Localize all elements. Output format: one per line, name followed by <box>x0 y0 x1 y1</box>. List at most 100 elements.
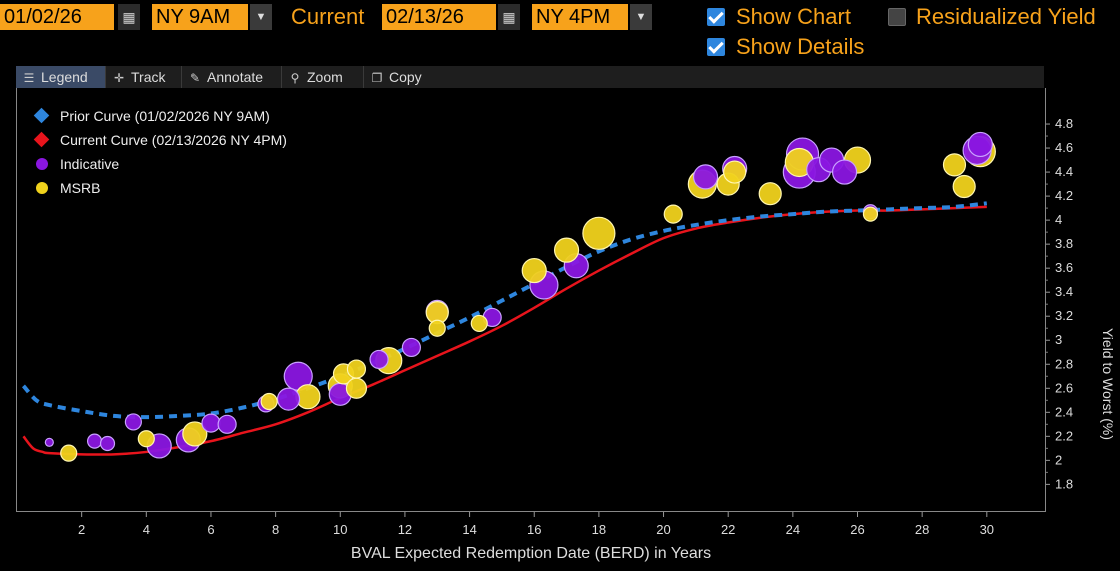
chart-toolbar: ☰ Legend ✛ Track ✎ Annotate ⚲ Zoom ❐ Copy <box>16 66 1044 89</box>
list-icon: ☰ <box>23 71 35 85</box>
copy-icon: ❐ <box>371 71 383 85</box>
msrb-point <box>663 204 683 224</box>
show-details-checkbox[interactable] <box>707 38 725 56</box>
x-tick-label: 14 <box>462 522 476 537</box>
indicative-legend-label: Indicative <box>60 156 119 172</box>
msrb-point <box>60 444 78 462</box>
crosshair-icon: ✛ <box>113 71 125 85</box>
msrb-point <box>942 153 967 177</box>
y-tick-label: 2.6 <box>1055 380 1073 395</box>
track-button[interactable]: ✛ Track <box>106 66 182 88</box>
indicative-point <box>369 349 389 370</box>
chevron-down-icon[interactable]: ▼ <box>250 4 272 30</box>
end-date-field[interactable]: 02/13/26 <box>382 4 496 30</box>
y-tick-label: 3.2 <box>1055 308 1073 323</box>
residualized-yield-checkbox[interactable] <box>888 8 906 26</box>
calendar-icon[interactable]: ▦ <box>498 4 520 30</box>
indicative-point <box>692 164 719 190</box>
y-tick-label: 2.4 <box>1055 404 1073 419</box>
x-tick-label: 2 <box>78 522 85 537</box>
x-tick-label: 4 <box>143 522 150 537</box>
x-tick-label: 6 <box>207 522 214 537</box>
msrb-point <box>582 216 616 250</box>
zoom-button-label: Zoom <box>307 69 343 85</box>
start-time-select[interactable]: NY 9AM <box>152 4 248 30</box>
msrb-point <box>553 237 580 263</box>
msrb-point <box>723 160 747 184</box>
y-tick-label: 4.2 <box>1055 188 1073 203</box>
y-tick-label: 4.8 <box>1055 116 1073 131</box>
zoom-button[interactable]: ⚲ Zoom <box>282 66 364 88</box>
y-tick-label: 3.4 <box>1055 284 1073 299</box>
y-tick-label: 2.8 <box>1055 356 1073 371</box>
x-tick-label: 22 <box>721 522 735 537</box>
x-tick-label: 18 <box>592 522 606 537</box>
y-tick-label: 4 <box>1055 212 1062 227</box>
indicative-point <box>831 159 858 185</box>
copy-button-label: Copy <box>389 69 422 85</box>
indicative-point <box>201 413 221 433</box>
x-axis-label: BVAL Expected Redemption Date (BERD) in … <box>351 545 711 562</box>
y-tick-label: 3.8 <box>1055 236 1073 251</box>
prior-curve-line <box>21 201 988 420</box>
x-tick-label: 30 <box>980 522 994 537</box>
x-tick-label: 24 <box>786 522 800 537</box>
show-chart-checkbox[interactable] <box>707 8 725 26</box>
indicative-point <box>86 433 103 449</box>
current-curve-legend-marker <box>33 131 50 148</box>
show-chart-label[interactable]: Show Chart <box>736 4 851 29</box>
msrb-point <box>137 430 155 448</box>
calendar-icon[interactable]: ▦ <box>118 4 140 30</box>
y-tick-label: 3 <box>1055 332 1062 347</box>
end-time-select[interactable]: NY 4PM <box>532 4 628 30</box>
msrb-point <box>952 174 976 199</box>
x-tick-label: 26 <box>850 522 864 537</box>
y-tick-label: 2.2 <box>1055 428 1073 443</box>
track-button-label: Track <box>131 69 166 85</box>
msrb-point <box>260 392 278 411</box>
copy-button[interactable]: ❐ Copy <box>364 66 444 88</box>
magnifier-icon: ⚲ <box>290 71 300 85</box>
current-label: Current <box>291 4 365 29</box>
yield-chart[interactable]: 2 4 6 8 10 12 14 16 18 20 22 24 26 28 30 1.822.22.42.6… <box>0 88 1120 571</box>
annotate-button[interactable]: ✎ Annotate <box>182 66 282 88</box>
start-date-field[interactable]: 01/02/26 <box>0 4 114 30</box>
x-tick-label: 16 <box>527 522 541 537</box>
msrb-point <box>345 377 368 399</box>
y-tick-label: 2 <box>1055 452 1062 467</box>
msrb-point <box>182 421 208 447</box>
show-details-label[interactable]: Show Details <box>736 34 865 59</box>
msrb-point <box>346 359 367 379</box>
legend-button[interactable]: ☰ Legend <box>16 66 106 88</box>
indicative-point <box>217 414 237 434</box>
x-tick-label: 12 <box>398 522 412 537</box>
indicative-point <box>401 337 421 358</box>
msrb-point <box>470 314 488 333</box>
y-tick-label: 1.8 <box>1055 476 1073 491</box>
controls-bar: 01/02/26 ▦ NY 9AM ▼ Current 02/13/26 ▦ N… <box>0 0 1120 64</box>
msrb-legend-marker <box>36 182 48 194</box>
residualized-yield-label[interactable]: Residualized Yield <box>916 4 1096 29</box>
indicative-point <box>967 131 993 158</box>
annotate-button-label: Annotate <box>207 69 264 85</box>
indicative-point <box>276 387 301 411</box>
msrb-point <box>758 182 782 206</box>
indicative-point <box>124 413 142 431</box>
msrb-legend-label: MSRB <box>60 180 100 196</box>
y-axis: 1.8 2 2.2 2.4 2.6 2.8 3 3.2 3.4 3.6 3.8 4 4.2 4.4 4.6 4… <box>1045 116 1073 491</box>
prior-curve-legend-label: Prior Curve (01/02/2026 NY 9AM) <box>60 108 270 124</box>
chart-legend[interactable]: Prior Curve (01/02/2026 NY 9AM) Current C… <box>33 107 287 196</box>
curves-layer <box>21 201 988 456</box>
msrb-point <box>428 319 446 337</box>
indicative-legend-marker <box>36 158 48 170</box>
y-tick-label: 4.6 <box>1055 140 1073 155</box>
y-tick-label: 4.4 <box>1055 164 1073 179</box>
msrb-point <box>862 206 879 222</box>
x-axis: 2 4 6 8 10 12 14 16 18 20 22 24 26 28 30 <box>78 512 994 537</box>
current-curve-legend-label: Current Curve (02/13/2026 NY 4PM) <box>60 132 287 148</box>
points-layer <box>44 131 996 462</box>
chevron-down-icon[interactable]: ▼ <box>630 4 652 30</box>
y-axis-label: Yield to Worst (%) <box>1100 328 1116 440</box>
x-tick-label: 28 <box>915 522 929 537</box>
x-tick-label: 20 <box>656 522 670 537</box>
